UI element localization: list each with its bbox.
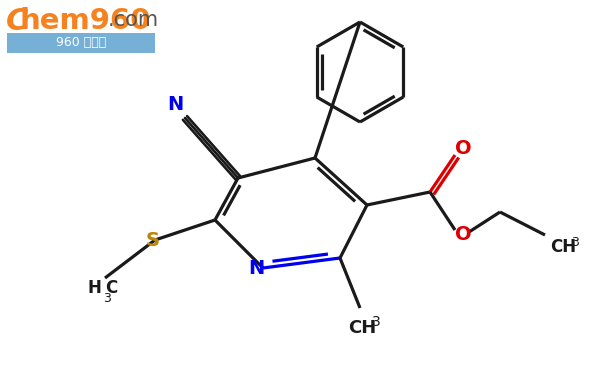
Text: H: H [87, 279, 101, 297]
Text: O: O [455, 225, 471, 243]
Text: CH: CH [348, 319, 376, 337]
Text: .com: .com [108, 10, 159, 30]
Text: CH: CH [550, 238, 576, 256]
Text: N: N [248, 260, 264, 279]
Text: O: O [455, 140, 471, 159]
Text: S: S [146, 231, 160, 251]
Text: 3: 3 [571, 236, 579, 249]
Text: N: N [167, 94, 183, 114]
Text: 3: 3 [371, 315, 381, 329]
Text: hem960: hem960 [19, 7, 151, 35]
Text: C: C [105, 279, 117, 297]
Text: C: C [6, 7, 28, 36]
Text: 960 化工网: 960 化工网 [56, 36, 106, 50]
Text: 3: 3 [103, 292, 111, 305]
Bar [7, 33, 155, 53]
